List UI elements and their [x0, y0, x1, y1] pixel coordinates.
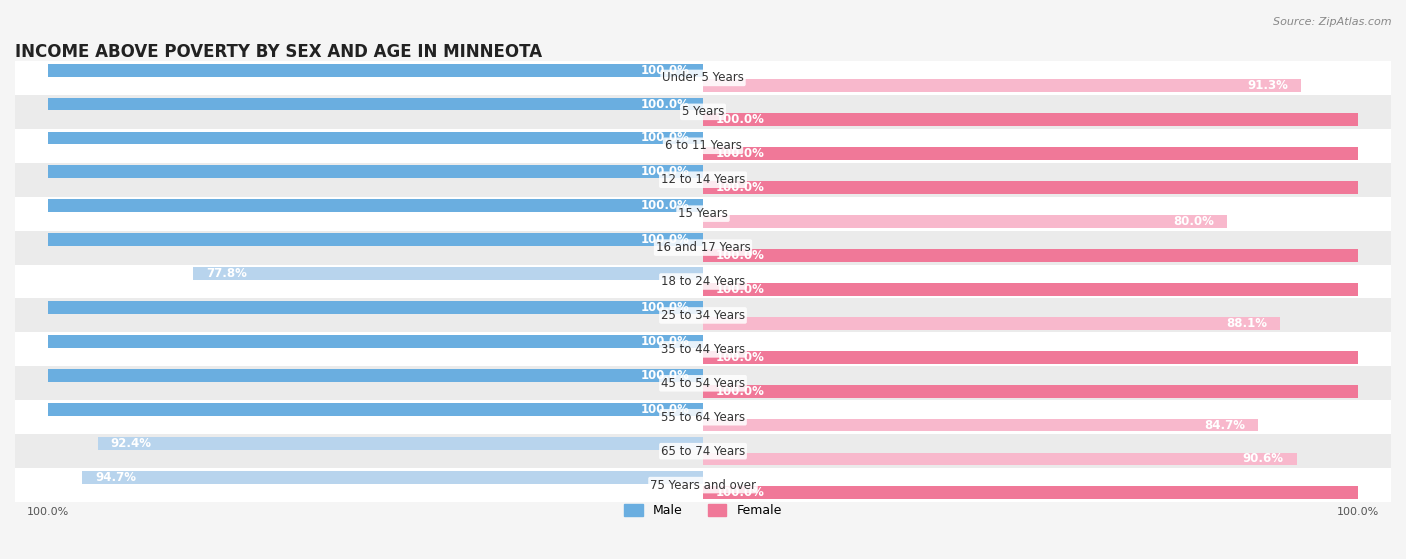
Bar — [0, 197, 1406, 231]
Text: 100.0%: 100.0% — [641, 64, 690, 77]
Bar — [48, 98, 703, 111]
Bar — [0, 366, 1406, 400]
Bar — [97, 437, 703, 450]
Bar — [48, 131, 703, 144]
Bar — [703, 147, 1358, 160]
Bar — [703, 181, 1358, 194]
Bar — [0, 231, 1406, 264]
Text: 94.7%: 94.7% — [96, 471, 136, 484]
Bar — [703, 249, 1358, 262]
Bar — [0, 333, 1406, 366]
Bar — [703, 317, 1281, 330]
Text: 100.0%: 100.0% — [641, 369, 690, 382]
Text: 12 to 14 Years: 12 to 14 Years — [661, 173, 745, 186]
Text: 100.0%: 100.0% — [716, 249, 765, 262]
Bar — [48, 233, 703, 246]
Bar — [703, 79, 1301, 92]
Bar — [48, 200, 703, 212]
Text: 100.0%: 100.0% — [716, 113, 765, 126]
Text: 100.0%: 100.0% — [716, 283, 765, 296]
Text: 84.7%: 84.7% — [1204, 419, 1244, 432]
Text: 35 to 44 Years: 35 to 44 Years — [661, 343, 745, 356]
Text: 100.0%: 100.0% — [641, 165, 690, 178]
Text: 100.0%: 100.0% — [716, 147, 765, 160]
Bar — [0, 434, 1406, 468]
Bar — [48, 403, 703, 416]
Bar — [48, 301, 703, 314]
Text: 25 to 34 Years: 25 to 34 Years — [661, 309, 745, 322]
Text: 100.0%: 100.0% — [641, 131, 690, 144]
Bar — [703, 453, 1296, 466]
Bar — [0, 299, 1406, 333]
Text: 80.0%: 80.0% — [1173, 215, 1215, 228]
Bar — [0, 95, 1406, 129]
Text: 90.6%: 90.6% — [1243, 452, 1284, 466]
Text: 18 to 24 Years: 18 to 24 Years — [661, 275, 745, 288]
Text: 100.0%: 100.0% — [641, 97, 690, 111]
Bar — [0, 468, 1406, 502]
Bar — [703, 283, 1358, 296]
Bar — [703, 419, 1258, 432]
Text: 88.1%: 88.1% — [1226, 317, 1267, 330]
Text: 100.0%: 100.0% — [641, 403, 690, 416]
Bar — [0, 129, 1406, 163]
Text: 65 to 74 Years: 65 to 74 Years — [661, 444, 745, 458]
Text: 100.0%: 100.0% — [641, 301, 690, 314]
Text: 77.8%: 77.8% — [207, 267, 247, 280]
Text: 16 and 17 Years: 16 and 17 Years — [655, 241, 751, 254]
Text: 55 to 64 Years: 55 to 64 Years — [661, 411, 745, 424]
Text: 100.0%: 100.0% — [716, 181, 765, 194]
Text: 45 to 54 Years: 45 to 54 Years — [661, 377, 745, 390]
Text: 15 Years: 15 Years — [678, 207, 728, 220]
Text: 92.4%: 92.4% — [111, 437, 152, 450]
Bar — [83, 471, 703, 484]
Text: 100.0%: 100.0% — [641, 335, 690, 348]
Bar — [703, 486, 1358, 499]
Legend: Male, Female: Male, Female — [619, 499, 787, 522]
Bar — [0, 264, 1406, 299]
Bar — [703, 113, 1358, 126]
Bar — [703, 215, 1227, 228]
Bar — [703, 350, 1358, 363]
Bar — [193, 267, 703, 280]
Bar — [703, 385, 1358, 397]
Text: 5 Years: 5 Years — [682, 105, 724, 119]
Text: 91.3%: 91.3% — [1247, 79, 1288, 92]
Text: 100.0%: 100.0% — [641, 233, 690, 247]
Bar — [0, 400, 1406, 434]
Bar — [48, 369, 703, 382]
Text: INCOME ABOVE POVERTY BY SEX AND AGE IN MINNEOTA: INCOME ABOVE POVERTY BY SEX AND AGE IN M… — [15, 43, 543, 61]
Bar — [0, 163, 1406, 197]
Bar — [0, 61, 1406, 95]
Text: Source: ZipAtlas.com: Source: ZipAtlas.com — [1274, 17, 1392, 27]
Bar — [48, 165, 703, 178]
Text: 100.0%: 100.0% — [716, 385, 765, 397]
Text: 100.0%: 100.0% — [641, 200, 690, 212]
Text: 6 to 11 Years: 6 to 11 Years — [665, 139, 741, 152]
Text: Under 5 Years: Under 5 Years — [662, 72, 744, 84]
Bar — [48, 335, 703, 348]
Text: 100.0%: 100.0% — [716, 350, 765, 364]
Text: 100.0%: 100.0% — [716, 486, 765, 499]
Text: 75 Years and over: 75 Years and over — [650, 479, 756, 491]
Bar — [48, 64, 703, 77]
